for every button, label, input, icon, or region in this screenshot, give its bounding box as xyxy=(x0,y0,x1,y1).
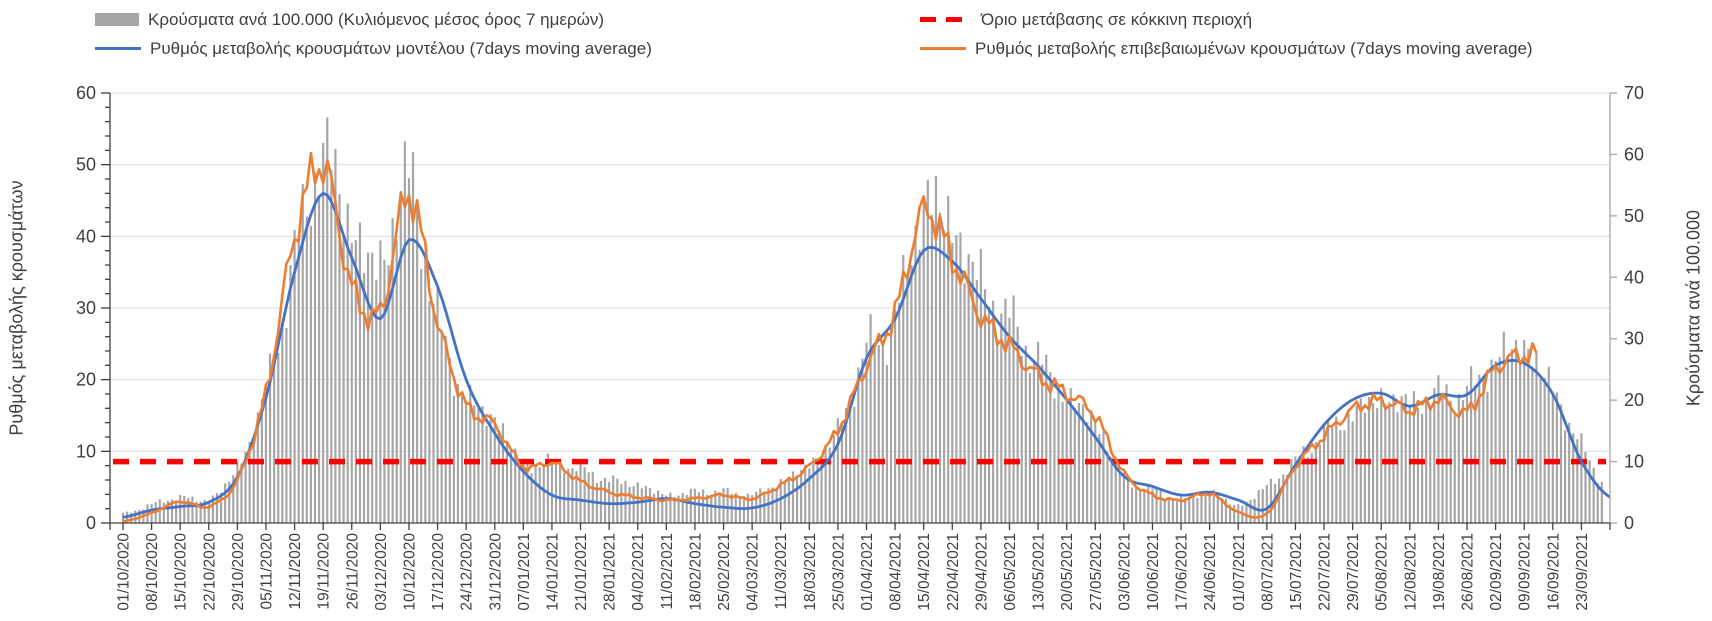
confirmed-rate-line xyxy=(122,151,1538,523)
x-tick-label: 24/06/2021 xyxy=(1202,533,1219,611)
x-tick-label: 17/06/2021 xyxy=(1174,533,1191,611)
x-tick-label: 15/04/2021 xyxy=(916,533,933,611)
y-axis-left: 0 10 20 30 40 50 60 xyxy=(76,83,111,533)
y-right-tick-label: 50 xyxy=(1624,206,1644,226)
cases-bars-legend-label: Κρούσματα ανά 100.000 (Κυλιόμενος μέσος … xyxy=(148,10,605,29)
x-tick-label: 19/11/2020 xyxy=(316,533,333,610)
y-axis-right: 0 10 20 30 40 50 60 70 xyxy=(1609,83,1644,533)
legend-item-confirmed-rate: Ρυθμός μεταβολής επιβεβαιωμένων κρουσμάτ… xyxy=(920,39,1533,59)
y-left-tick-label: 50 xyxy=(76,155,96,175)
x-tick-label: 15/10/2020 xyxy=(173,533,190,611)
x-tick-label: 11/02/2021 xyxy=(659,533,676,609)
x-tick-label: 19/08/2021 xyxy=(1431,533,1448,611)
x-tick-label: 29/10/2020 xyxy=(230,533,247,611)
x-tick-label: 21/01/2021 xyxy=(573,533,590,611)
y-right-tick-label: 70 xyxy=(1624,83,1644,103)
confirmed-rate-legend-marker-icon xyxy=(920,47,966,51)
x-tick-label: 07/01/2021 xyxy=(516,533,533,611)
x-tick-label: 20/05/2021 xyxy=(1059,533,1076,611)
x-tick-label: 26/08/2021 xyxy=(1460,533,1477,611)
x-axis: 01/10/2020 08/10/2020 15/10/2020 22/10/2020… xyxy=(109,522,1611,611)
x-tick-label: 08/07/2021 xyxy=(1259,533,1276,611)
y-right-tick-label: 0 xyxy=(1624,513,1634,533)
legend-item-red-threshold: Όριο μετάβασης σε κόκκινη περιοχή xyxy=(920,10,1252,30)
x-tick-label: 27/05/2021 xyxy=(1088,533,1105,611)
x-tick-label: 04/02/2021 xyxy=(630,533,647,611)
y-right-tick-label: 10 xyxy=(1624,452,1644,472)
right-axis-title: Κρούσματα ανά 100.000 xyxy=(1683,209,1704,407)
model-rate-legend-label: Ρυθμός μεταβολής κρουσμάτων μοντέλου (7d… xyxy=(150,39,652,58)
y-left-tick-label: 20 xyxy=(76,370,96,390)
x-tick-label: 12/11/2020 xyxy=(287,533,304,610)
x-tick-label: 01/10/2020 xyxy=(116,533,133,611)
x-tick-label: 25/03/2021 xyxy=(830,533,847,611)
bars-series xyxy=(121,117,1603,524)
legend-item-model-rate: Ρυθμός μεταβολής κρουσμάτων μοντέλου (7d… xyxy=(95,39,652,59)
y-left-tick-label: 10 xyxy=(76,441,96,461)
model-rate-legend-marker-icon xyxy=(95,47,141,51)
x-tick-label: 22/10/2020 xyxy=(201,533,218,611)
x-tick-label: 05/08/2021 xyxy=(1374,533,1391,611)
x-tick-label: 14/01/2021 xyxy=(544,533,561,611)
left-axis-title: Ρυθμός μεταβολής κρουσμάτων xyxy=(6,180,27,436)
red-threshold-legend-marker-icon xyxy=(920,17,972,23)
x-tick-label: 10/12/2020 xyxy=(402,533,419,611)
x-tick-label: 17/12/2020 xyxy=(430,533,447,611)
y-right-tick-label: 40 xyxy=(1624,267,1644,287)
x-tick-label: 01/07/2021 xyxy=(1231,533,1248,611)
x-tick-label: 22/07/2021 xyxy=(1317,533,1334,611)
y-right-tick-label: 20 xyxy=(1624,390,1644,410)
y-left-tick-label: 0 xyxy=(86,513,96,533)
x-tick-label: 12/08/2021 xyxy=(1402,533,1419,611)
x-tick-label: 22/04/2021 xyxy=(945,533,962,611)
y-left-tick-label: 60 xyxy=(76,83,96,103)
x-tick-label: 11/03/2021 xyxy=(773,533,790,609)
y-left-tick-label: 40 xyxy=(76,226,96,246)
x-tick-label: 09/09/2021 xyxy=(1517,533,1534,611)
x-tick-label: 29/07/2021 xyxy=(1345,533,1362,611)
x-tick-label: 18/02/2021 xyxy=(687,533,704,611)
x-tick-label: 03/06/2021 xyxy=(1116,533,1133,611)
y-right-tick-label: 30 xyxy=(1624,329,1644,349)
x-tick-label: 16/09/2021 xyxy=(1545,533,1562,611)
x-tick-label: 29/04/2021 xyxy=(973,533,990,611)
x-tick-label: 04/03/2021 xyxy=(745,533,762,611)
x-tick-label: 05/11/2020 xyxy=(259,533,276,610)
x-tick-label: 13/05/2021 xyxy=(1031,533,1048,611)
x-tick-label: 01/04/2021 xyxy=(859,533,876,611)
cases-bars-legend-marker-icon xyxy=(95,13,139,27)
legend-item-cases-bars: Κρούσματα ανά 100.000 (Κυλιόμενος μέσος … xyxy=(95,10,604,30)
red-threshold-legend-label: Όριο μετάβασης σε κόκκινη περιοχή xyxy=(981,10,1253,29)
x-tick-label: 15/07/2021 xyxy=(1288,533,1305,611)
x-tick-label: 25/02/2021 xyxy=(716,533,733,611)
x-tick-label: 26/11/2020 xyxy=(344,533,361,610)
x-tick-label: 03/12/2020 xyxy=(373,533,390,611)
model-rate-line xyxy=(122,191,1611,519)
x-tick-label: 23/09/2021 xyxy=(1574,533,1591,611)
x-tick-label: 08/10/2020 xyxy=(144,533,161,611)
y-right-tick-label: 60 xyxy=(1624,144,1644,164)
x-tick-label: 02/09/2021 xyxy=(1488,533,1505,611)
x-tick-label: 24/12/2020 xyxy=(459,533,476,611)
x-tick-label: 08/04/2021 xyxy=(888,533,905,611)
y-left-tick-label: 30 xyxy=(76,298,96,318)
x-tick-label: 10/06/2021 xyxy=(1145,533,1162,611)
x-tick-label: 31/12/2020 xyxy=(487,533,504,611)
confirmed-rate-legend-label: Ρυθμός μεταβολής επιβεβαιωμένων κρουσμάτ… xyxy=(975,39,1533,58)
x-tick-label: 28/01/2021 xyxy=(602,533,619,611)
x-tick-label: 18/03/2021 xyxy=(802,533,819,611)
x-tick-label: 06/05/2021 xyxy=(1002,533,1019,611)
